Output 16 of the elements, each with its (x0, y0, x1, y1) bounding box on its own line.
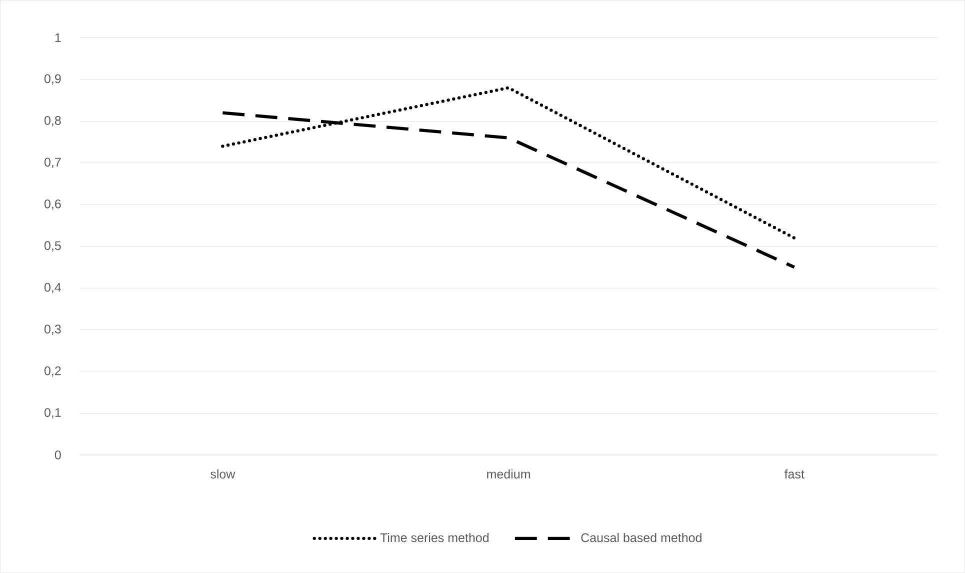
y-tick-label: 0,9 (44, 74, 61, 85)
legend-label: Causal based method (581, 533, 702, 542)
y-tick-label: 0,6 (44, 200, 61, 210)
x-tick-label: slow (210, 469, 236, 479)
y-tick-label: 0,8 (44, 116, 61, 126)
x-tick-label: fast (784, 469, 804, 479)
x-tick-label: medium (487, 469, 530, 479)
y-tick-label: 0,7 (44, 158, 61, 168)
y-tick-label: 0,5 (44, 241, 61, 252)
y-tick-label: 0,4 (44, 283, 62, 294)
y-tick-label: 0,2 (44, 366, 61, 377)
legend-label: Time series method (380, 533, 489, 542)
y-tick-label: 0 (54, 450, 61, 460)
y-tick-label: 0,1 (44, 408, 61, 419)
y-tick-label: 0,3 (44, 324, 61, 336)
y-tick-label: 1 (55, 34, 61, 42)
